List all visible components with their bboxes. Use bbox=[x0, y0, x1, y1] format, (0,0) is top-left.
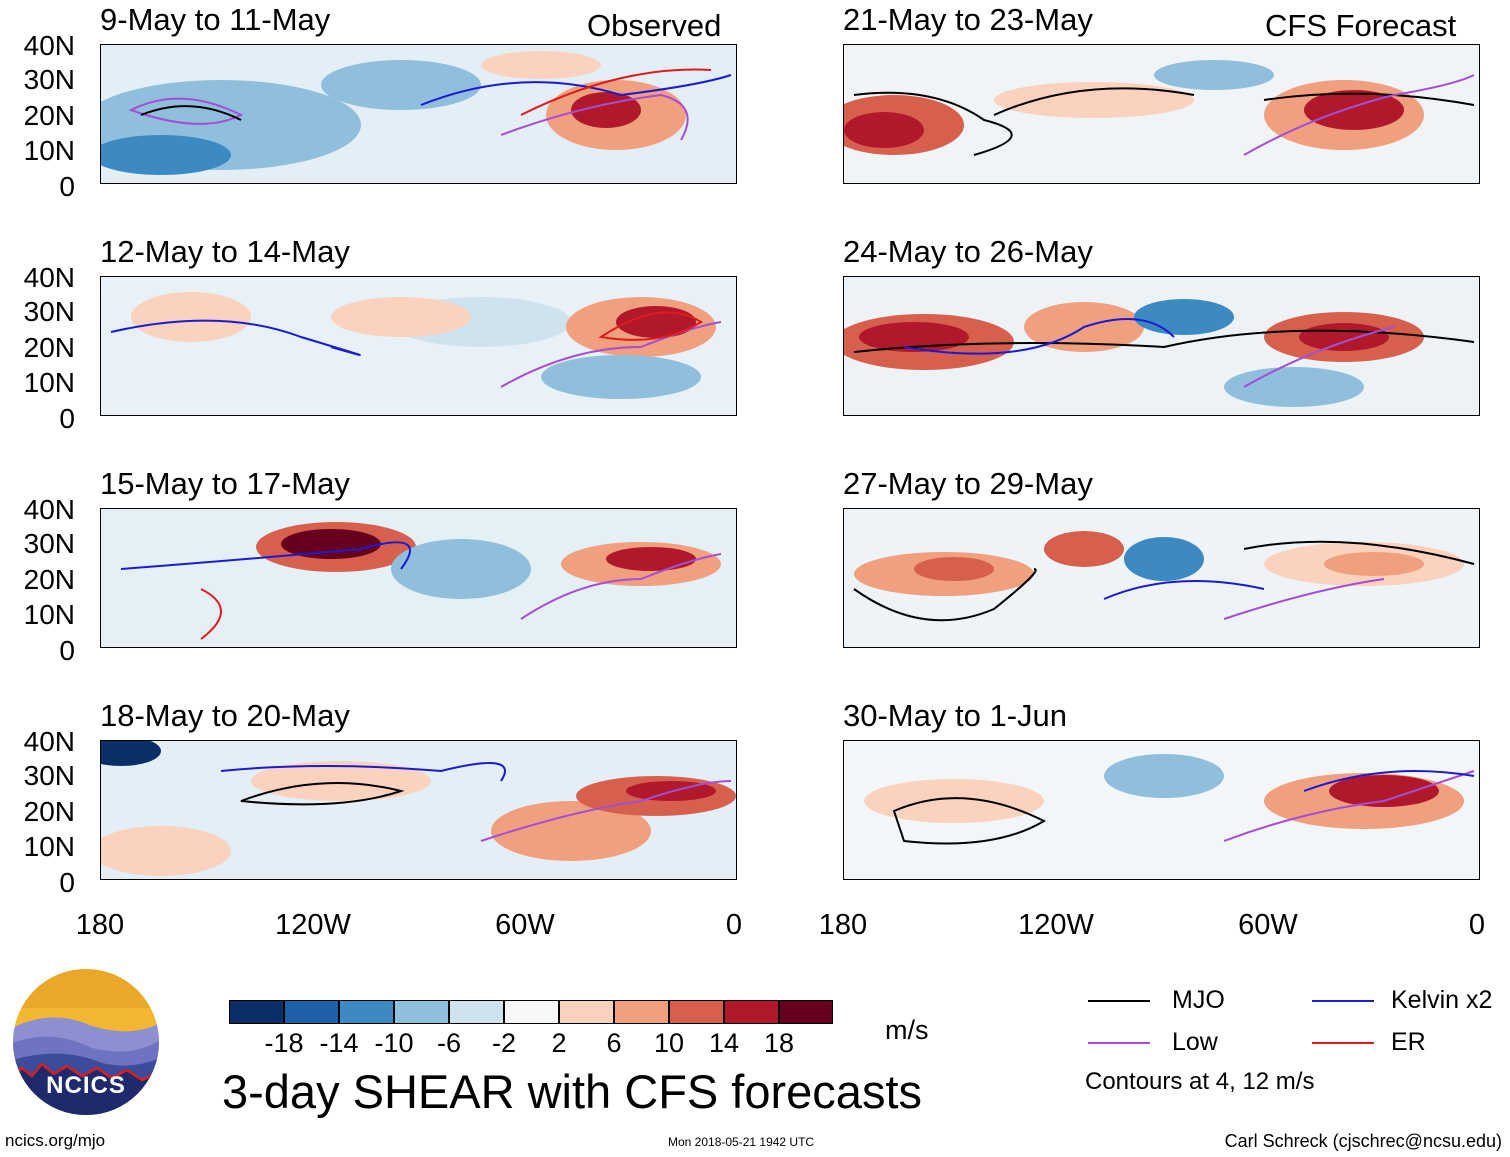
colorbar-bin bbox=[504, 1000, 559, 1024]
y-tick: 0 bbox=[59, 867, 75, 898]
legend-line-kelvin bbox=[1312, 1000, 1374, 1002]
y-tick: 40N bbox=[23, 494, 75, 525]
legend-label-low: Low bbox=[1172, 1028, 1218, 1056]
legend-label-mjo: MJO bbox=[1172, 986, 1225, 1014]
footer-timestamp: Mon 2018-05-21 1942 UTC bbox=[668, 1135, 815, 1149]
main-title: 3-day SHEAR with CFS forecasts bbox=[222, 1065, 922, 1118]
y-tick: 30N bbox=[23, 760, 75, 791]
panel-title: 27-May to 29-May bbox=[843, 466, 1093, 501]
panel-title: 24-May to 26-May bbox=[843, 234, 1093, 269]
logo-text: NCICS bbox=[46, 1072, 126, 1099]
y-tick: 40N bbox=[23, 726, 75, 757]
colorbar-bin bbox=[669, 1000, 724, 1024]
legend-note: Contours at 4, 12 m/s bbox=[1085, 1068, 1315, 1095]
colorbar-bin bbox=[339, 1000, 394, 1024]
y-tick: 40N bbox=[23, 262, 75, 293]
y-tick: 20N bbox=[23, 100, 75, 131]
y-tick: 30N bbox=[23, 296, 75, 327]
colorbar-label: 18 bbox=[763, 1028, 795, 1058]
x-tick: 180 bbox=[818, 909, 868, 941]
x-tick: 0 bbox=[725, 909, 743, 941]
legend-label-kelvin: Kelvin x2 bbox=[1391, 986, 1493, 1014]
y-tick: 10N bbox=[23, 135, 75, 166]
colorbar-bin bbox=[614, 1000, 669, 1024]
y-tick: 30N bbox=[23, 64, 75, 95]
map-panel-fcst-3 bbox=[843, 508, 1480, 648]
colorbar-bin bbox=[449, 1000, 504, 1024]
colorbar-label: -18 bbox=[264, 1028, 304, 1058]
observed-label: Observed bbox=[587, 8, 722, 43]
y-tick: 0 bbox=[59, 171, 75, 202]
y-tick: 30N bbox=[23, 528, 75, 559]
colorbar-label: 6 bbox=[606, 1028, 622, 1058]
x-tick: 60W bbox=[495, 909, 555, 941]
y-tick: 10N bbox=[23, 599, 75, 630]
panel-title: 15-May to 17-May bbox=[100, 466, 350, 501]
colorbar-bin bbox=[724, 1000, 779, 1024]
colorbar-bin bbox=[229, 1000, 284, 1024]
colorbar-bin bbox=[779, 1000, 833, 1024]
colorbar-bin bbox=[284, 1000, 339, 1024]
y-tick: 0 bbox=[59, 635, 75, 666]
colorbar-bin bbox=[394, 1000, 449, 1024]
x-tick: 180 bbox=[75, 909, 125, 941]
y-tick: 20N bbox=[23, 564, 75, 595]
legend-label-er: ER bbox=[1391, 1028, 1426, 1056]
x-tick: 120W bbox=[1018, 909, 1094, 941]
x-tick: 0 bbox=[1468, 909, 1486, 941]
y-tick: 20N bbox=[23, 796, 75, 827]
legend-line-er bbox=[1312, 1042, 1374, 1044]
map-panel-fcst-4 bbox=[843, 740, 1480, 880]
x-tick: 120W bbox=[275, 909, 351, 941]
map-panel-fcst-1 bbox=[843, 44, 1480, 184]
y-tick: 40N bbox=[23, 30, 75, 61]
y-tick: 0 bbox=[59, 403, 75, 434]
y-tick: 10N bbox=[23, 831, 75, 862]
colorbar-bin bbox=[559, 1000, 614, 1024]
panel-title: 12-May to 14-May bbox=[100, 234, 350, 269]
map-panel-obs-3 bbox=[100, 508, 737, 648]
colorbar-label: 10 bbox=[653, 1028, 685, 1058]
panel-title: 30-May to 1-Jun bbox=[843, 698, 1067, 733]
ncics-logo: NCICS bbox=[12, 968, 160, 1116]
footer-url[interactable]: ncics.org/mjo bbox=[5, 1131, 106, 1150]
forecast-label: CFS Forecast bbox=[1265, 8, 1457, 43]
colorbar-units: m/s bbox=[885, 1015, 929, 1045]
colorbar-label: 14 bbox=[708, 1028, 740, 1058]
colorbar-label: -6 bbox=[436, 1028, 462, 1058]
map-panel-obs-2 bbox=[100, 276, 737, 416]
y-tick: 10N bbox=[23, 367, 75, 398]
legend-line-mjo bbox=[1088, 1000, 1150, 1002]
panel-title: 9-May to 11-May bbox=[100, 2, 331, 37]
colorbar-label: -10 bbox=[374, 1028, 414, 1058]
colorbar-label: 2 bbox=[551, 1028, 567, 1058]
map-panel-obs-1 bbox=[100, 44, 737, 184]
colorbar-label: -14 bbox=[319, 1028, 359, 1058]
panel-title: 18-May to 20-May bbox=[100, 698, 350, 733]
map-panel-fcst-2 bbox=[843, 276, 1480, 416]
footer-author: Carl Schreck (cjschrec@ncsu.edu) bbox=[1224, 1131, 1502, 1151]
panel-title: 21-May to 23-May bbox=[843, 2, 1093, 37]
x-tick: 60W bbox=[1238, 909, 1298, 941]
map-panel-obs-4 bbox=[100, 740, 737, 880]
y-tick: 20N bbox=[23, 332, 75, 363]
colorbar-label: -2 bbox=[491, 1028, 517, 1058]
legend-line-low bbox=[1088, 1042, 1150, 1044]
